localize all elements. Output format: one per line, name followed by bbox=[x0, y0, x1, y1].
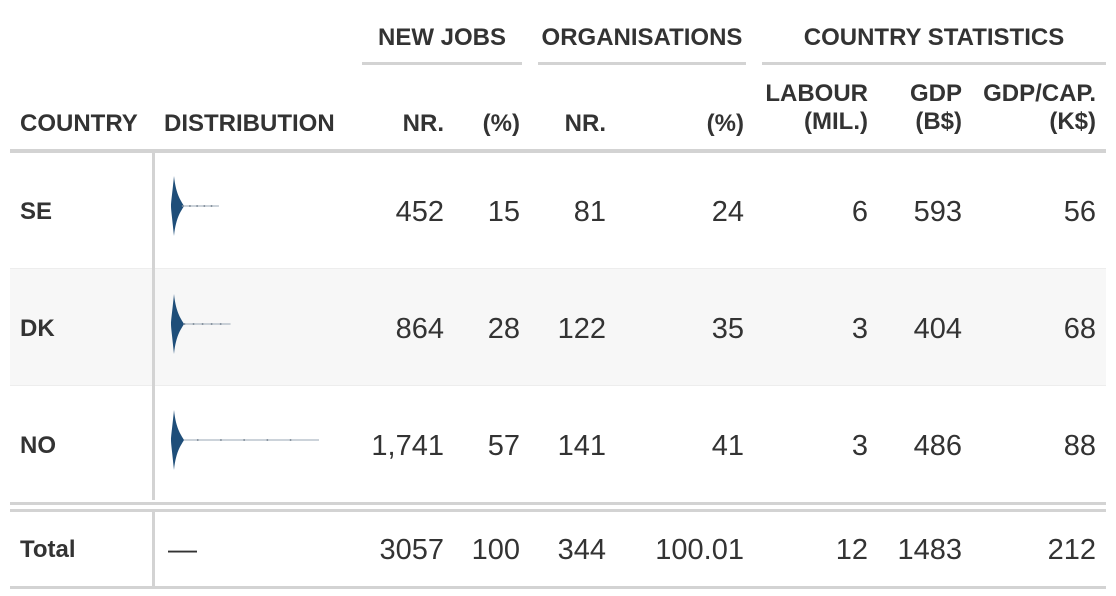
violin-body bbox=[171, 294, 184, 354]
stub-divider-summary bbox=[152, 512, 155, 586]
violin-point bbox=[210, 205, 213, 207]
row-label-country: DK bbox=[20, 315, 55, 342]
summary-rule-bottom bbox=[10, 509, 1106, 512]
table-bottom-rule bbox=[10, 586, 1106, 589]
column-header-gdp: GDP (B$) bbox=[868, 80, 962, 136]
cell-jobs-pct: 15 bbox=[487, 196, 520, 228]
summary-rule-top bbox=[10, 502, 1106, 505]
cell-jobs-nr: 1,741 bbox=[371, 430, 444, 462]
violin-point bbox=[188, 205, 191, 207]
column-header-gdpcap: GDP/CAP. (K$) bbox=[962, 80, 1096, 136]
column-header-jobs-nr: NR. bbox=[402, 110, 444, 137]
distribution-violin-plot bbox=[171, 176, 219, 236]
column-header-country: COUNTRY bbox=[20, 110, 138, 137]
cell-orgs-pct: 24 bbox=[711, 196, 744, 228]
cell-gdp: 593 bbox=[913, 196, 962, 228]
column-header-labour-line1: LABOUR bbox=[765, 80, 868, 107]
header-bottom-rule bbox=[10, 149, 1106, 153]
cell-labour: 3 bbox=[851, 313, 868, 345]
summary-row-label: Total bbox=[20, 536, 76, 563]
distribution-violin-plot bbox=[171, 294, 231, 354]
spanner-new-jobs: NEW JOBS bbox=[377, 24, 506, 51]
summary-orgs-pct: 100.01 bbox=[655, 534, 744, 566]
row-label-country: SE bbox=[20, 198, 53, 225]
column-header-orgs-nr: NR. bbox=[564, 110, 606, 137]
stub-divider bbox=[152, 153, 155, 500]
cell-gdpcap: 68 bbox=[1063, 313, 1096, 345]
cell-labour: 6 bbox=[851, 196, 868, 228]
violin-point bbox=[201, 323, 204, 325]
spanner-rule-organisations bbox=[538, 62, 746, 65]
summary-orgs-nr: 344 bbox=[557, 534, 606, 566]
spanner-country-statistics: COUNTRY STATISTICS bbox=[803, 24, 1065, 51]
cell-gdpcap: 88 bbox=[1063, 430, 1096, 462]
summary-distribution-cell: — bbox=[168, 534, 197, 566]
cell-gdp: 404 bbox=[913, 313, 962, 345]
cell-jobs-nr: 864 bbox=[395, 313, 444, 345]
spanner-rule-new-jobs bbox=[362, 62, 522, 65]
spanner-rule-country-statistics bbox=[762, 62, 1106, 65]
column-header-gdp-line1: GDP bbox=[909, 80, 962, 107]
violin-point bbox=[210, 323, 213, 325]
row-label-country: NO bbox=[20, 432, 56, 459]
column-header-orgs-pct: (%) bbox=[706, 110, 744, 137]
column-header-gdpcap-line2: (K$) bbox=[1049, 108, 1096, 135]
spanner-organisations: ORGANISATIONS bbox=[541, 24, 743, 51]
cell-orgs-pct: 41 bbox=[711, 430, 744, 462]
cell-orgs-nr: 81 bbox=[573, 196, 606, 228]
summary-jobs-pct: 100 bbox=[471, 534, 520, 566]
violin-point bbox=[196, 439, 199, 441]
column-header-gdp-line2: (B$) bbox=[915, 108, 962, 135]
cell-jobs-pct: 57 bbox=[487, 430, 520, 462]
cell-jobs-nr: 452 bbox=[395, 196, 444, 228]
column-header-distribution: DISTRIBUTION bbox=[164, 110, 335, 137]
row-separator bbox=[10, 268, 1106, 269]
violin-point bbox=[181, 205, 184, 207]
row-background-dk bbox=[10, 269, 1106, 385]
row-separator bbox=[10, 385, 1106, 386]
violin-point bbox=[203, 205, 206, 207]
summary-gdpcap: 212 bbox=[1047, 534, 1096, 566]
violin-body bbox=[171, 410, 184, 470]
violin-point bbox=[183, 323, 186, 325]
summary-gdp: 1483 bbox=[897, 534, 962, 566]
cell-orgs-nr: 122 bbox=[557, 313, 606, 345]
distribution-violin-plot bbox=[171, 410, 319, 470]
cell-orgs-pct: 35 bbox=[711, 313, 744, 345]
violin-point bbox=[219, 439, 222, 441]
column-header-jobs-pct: (%) bbox=[482, 110, 520, 137]
column-header-gdpcap-line1: GDP/CAP. bbox=[983, 80, 1096, 107]
row-background-no bbox=[10, 386, 1106, 500]
violin-point bbox=[243, 439, 246, 441]
violin-point bbox=[219, 323, 222, 325]
row-background-se bbox=[10, 153, 1106, 268]
cell-labour: 3 bbox=[851, 430, 868, 462]
summary-jobs-nr: 3057 bbox=[379, 534, 444, 566]
cell-gdpcap: 56 bbox=[1063, 196, 1096, 228]
cell-orgs-nr: 141 bbox=[557, 430, 606, 462]
column-header-labour: LABOUR (MIL.) bbox=[740, 80, 868, 136]
violin-point bbox=[266, 439, 269, 441]
violin-point bbox=[289, 439, 292, 441]
summary-labour: 12 bbox=[835, 534, 868, 566]
violin-point bbox=[196, 205, 199, 207]
cell-jobs-pct: 28 bbox=[487, 313, 520, 345]
violin-body bbox=[171, 176, 184, 236]
cell-gdp: 486 bbox=[913, 430, 962, 462]
column-header-labour-line2: (MIL.) bbox=[804, 108, 868, 135]
violin-point bbox=[192, 323, 195, 325]
